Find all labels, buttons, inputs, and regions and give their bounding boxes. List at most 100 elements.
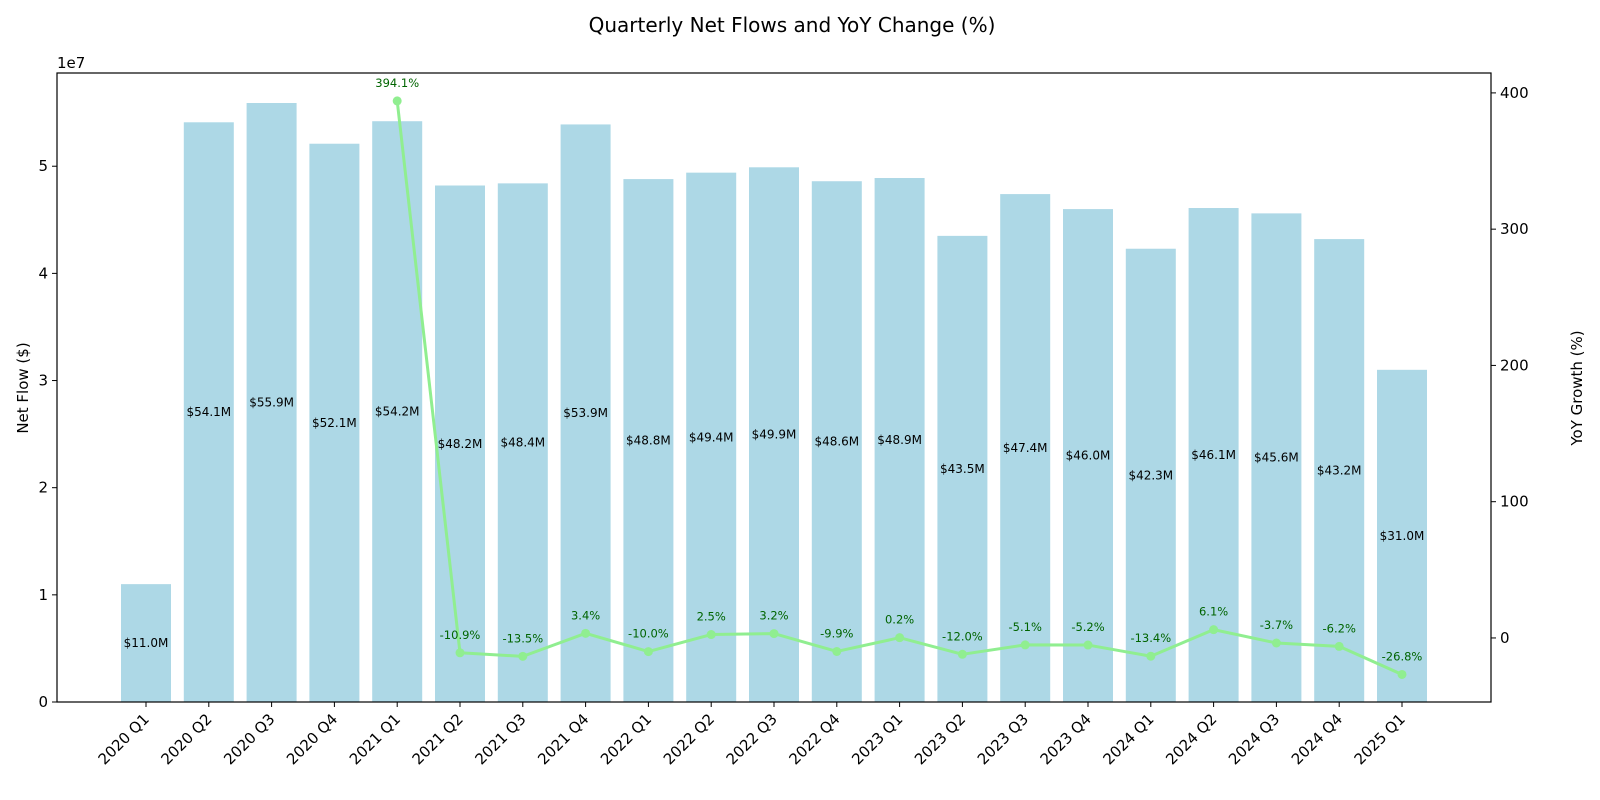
bar-labels: $11.0M $54.1M $55.9M $52.1M $54.2M $48.2M $48.… [124,396,1425,651]
yoy-point [1397,669,1407,679]
yoy-point [1334,641,1344,651]
bar-value-label: $11.0M [124,636,169,650]
x-axis-ticks: 2020 Q1 2020 Q2 2020 Q3 2020 Q4 2021 Q1 2021 … [95,702,1409,768]
yoy-value-label: 3.2% [759,609,788,623]
yoy-line-group [392,96,1407,679]
x-tick-label: 2023 Q3 [974,710,1032,768]
bar-2023-q2 [937,235,988,702]
bar-value-label: $42.3M [1128,468,1173,482]
yoy-point [1209,625,1219,635]
yoy-point [1271,638,1281,648]
bar-2024-q4 [1314,239,1365,703]
x-tick-label: 2020 Q4 [283,710,341,768]
y-tick-label: 2 [38,479,48,497]
bar-2021-q3 [497,183,548,702]
bar-2020-q4 [309,143,360,703]
chart-title: Quarterly Net Flows and YoY Change (%) [589,13,996,37]
yoy-point [581,628,591,638]
bar-2023-q3 [1000,194,1051,702]
yoy-point [832,646,842,656]
yoy-value-label: 394.1% [375,76,419,90]
y-axis-offset-label: 1e7 [57,54,85,72]
bar-2024-q1 [1125,248,1176,702]
x-tick-label: 2021 Q2 [409,710,467,768]
yoy-point [706,630,716,640]
x-tick-label: 2024 Q4 [1288,710,1346,768]
bar-2021-q1 [372,121,423,702]
yoy-value-label: -3.7% [1260,618,1293,632]
yoy-value-label: -6.2% [1323,621,1356,635]
bar-2022-q4 [811,181,862,703]
bar-2021-q4 [560,124,611,703]
yoy-point [392,96,402,106]
x-tick-label: 2022 Q3 [723,710,781,768]
x-tick-label: 2024 Q3 [1225,710,1283,768]
x-tick-label: 2021 Q4 [534,710,592,768]
bar-2024-q3 [1251,213,1302,702]
bars [121,103,1427,703]
bar-2020-q3 [246,103,297,702]
bar-2022-q1 [623,179,674,702]
yoy-labels: 394.1% -10.9% -13.5% 3.4% -10.0% 2.5% 3.2% -9.9… [375,76,1422,664]
yoy-value-label: -13.4% [1130,631,1171,645]
yoy-point [1083,640,1093,650]
y2-tick-label: 300 [1500,220,1529,238]
bar-value-label: $31.0M [1380,529,1425,543]
bar-value-label: $43.5M [940,462,985,476]
bar-2020-q2 [183,122,234,702]
bar-value-label: $43.2M [1317,464,1362,478]
bar-2022-q2 [686,172,737,702]
x-tick-label: 2023 Q2 [911,710,969,768]
x-tick-label: 2020 Q3 [220,710,278,768]
y2-axis-label: YoY Growth (%) [1568,330,1586,446]
bar-value-label: $53.9M [563,406,608,420]
y-tick-label: 5 [38,157,48,175]
bar-value-label: $46.0M [1066,449,1111,463]
yoy-point [957,649,967,659]
bar-2020-q1 [121,584,171,702]
bar-value-label: $45.6M [1254,451,1299,465]
x-tick-label: 2020 Q2 [157,710,215,768]
x-tick-label: 2024 Q1 [1099,710,1157,768]
yoy-point [769,629,779,639]
bar-value-label: $54.1M [186,405,231,419]
yoy-value-label: -26.8% [1382,649,1423,663]
yoy-value-label: 2.5% [697,610,726,624]
x-tick-label: 2022 Q1 [597,710,655,768]
x-tick-label: 2022 Q4 [785,710,843,768]
yoy-value-label: -13.5% [502,631,543,645]
bar-value-label: $49.4M [689,430,734,444]
yoy-point [518,651,528,661]
bar-value-label: $48.8M [626,434,671,448]
x-tick-label: 2024 Q2 [1162,710,1220,768]
yoy-value-label: -9.9% [820,626,853,640]
yoy-point [895,633,905,643]
y-axis-ticks: 0 1 2 3 4 5 [38,157,57,711]
bar-value-label: $48.6M [814,435,859,449]
bar-value-label: $48.4M [500,436,545,450]
y-tick-label: 4 [38,264,48,282]
y2-tick-label: 0 [1500,629,1510,647]
yoy-value-label: -5.1% [1009,620,1042,634]
bar-2025-q1 [1377,369,1427,702]
bar-value-label: $54.2M [375,405,420,419]
y2-tick-label: 100 [1500,493,1529,511]
yoy-value-label: 3.4% [571,608,600,622]
bar-value-label: $55.9M [249,396,294,410]
bar-value-label: $48.2M [438,437,483,451]
x-tick-label: 2023 Q1 [848,710,906,768]
yoy-value-label: -12.0% [942,629,983,643]
yoy-point [643,647,653,657]
bar-2023-q4 [1063,209,1113,702]
y2-tick-label: 200 [1500,356,1529,374]
yoy-value-label: -5.2% [1071,620,1104,634]
bar-2021-q2 [435,185,485,703]
x-tick-label: 2021 Q1 [346,710,404,768]
bar-value-label: $49.9M [752,428,797,442]
y2-axis-ticks: 0 100 200 300 400 [1491,84,1529,647]
bar-2023-q1 [874,178,925,702]
bar-value-label: $46.1M [1191,448,1236,462]
x-tick-label: 2022 Q2 [660,710,718,768]
bar-value-label: $47.4M [1003,441,1048,455]
